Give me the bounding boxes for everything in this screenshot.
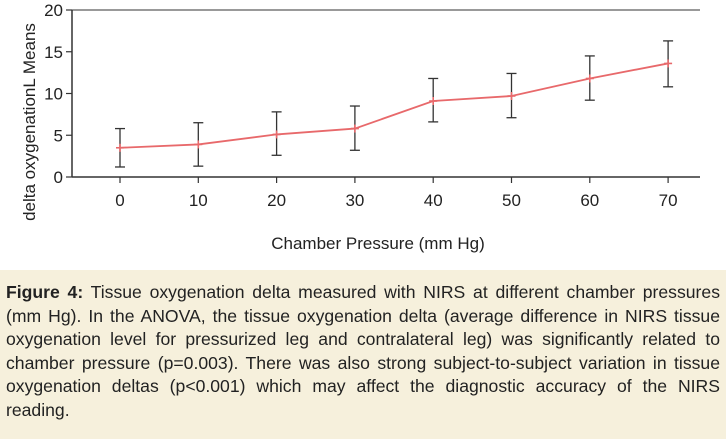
x-axis-label: Chamber Pressure (mm Hg): [271, 234, 485, 253]
chart-axes: [66, 9, 700, 183]
y-tick-label: 20: [44, 1, 63, 20]
caption-text: Tissue oxygenation delta measured with N…: [6, 282, 720, 420]
data-point: [350, 124, 359, 133]
series-line: [119, 62, 669, 149]
data-point: [664, 59, 673, 68]
x-tick-label: 60: [580, 191, 599, 210]
data-point: [116, 143, 124, 152]
series-group: [116, 59, 673, 152]
figure-caption: Figure 4: Tissue oxygenation delta measu…: [0, 270, 726, 439]
y-tick-label: 10: [44, 85, 63, 104]
data-point: [507, 92, 516, 101]
chart-area: 0 5 10 15 20 0 10 20 30 40 50 60 70 Chamber Pressure…: [20, 1, 700, 253]
x-tick-label: 10: [189, 191, 208, 210]
data-point: [429, 97, 438, 106]
x-tick-label: 70: [659, 191, 678, 210]
data-point: [585, 74, 594, 83]
chart-svg: 0 5 10 15 20 0 10 20 30 40 50 60 70 Chamber Pressure…: [20, 1, 700, 253]
data-point: [272, 130, 281, 139]
x-tick-label: 0: [115, 191, 124, 210]
x-tick-label: 50: [502, 191, 521, 210]
y-tick-label: 0: [54, 168, 63, 187]
x-tick-label: 30: [345, 191, 364, 210]
y-tick-label: 5: [54, 126, 63, 145]
x-tick-label: 20: [267, 191, 286, 210]
y-tick-label: 15: [44, 43, 63, 62]
x-tick-label: 40: [424, 191, 443, 210]
caption-label: Figure 4:: [6, 282, 84, 302]
tick-labels: 0 5 10 15 20 0 10 20 30 40 50 60 70: [44, 1, 677, 210]
data-point: [194, 140, 203, 149]
y-axis-label: delta oxygenationL Means: [20, 23, 39, 221]
